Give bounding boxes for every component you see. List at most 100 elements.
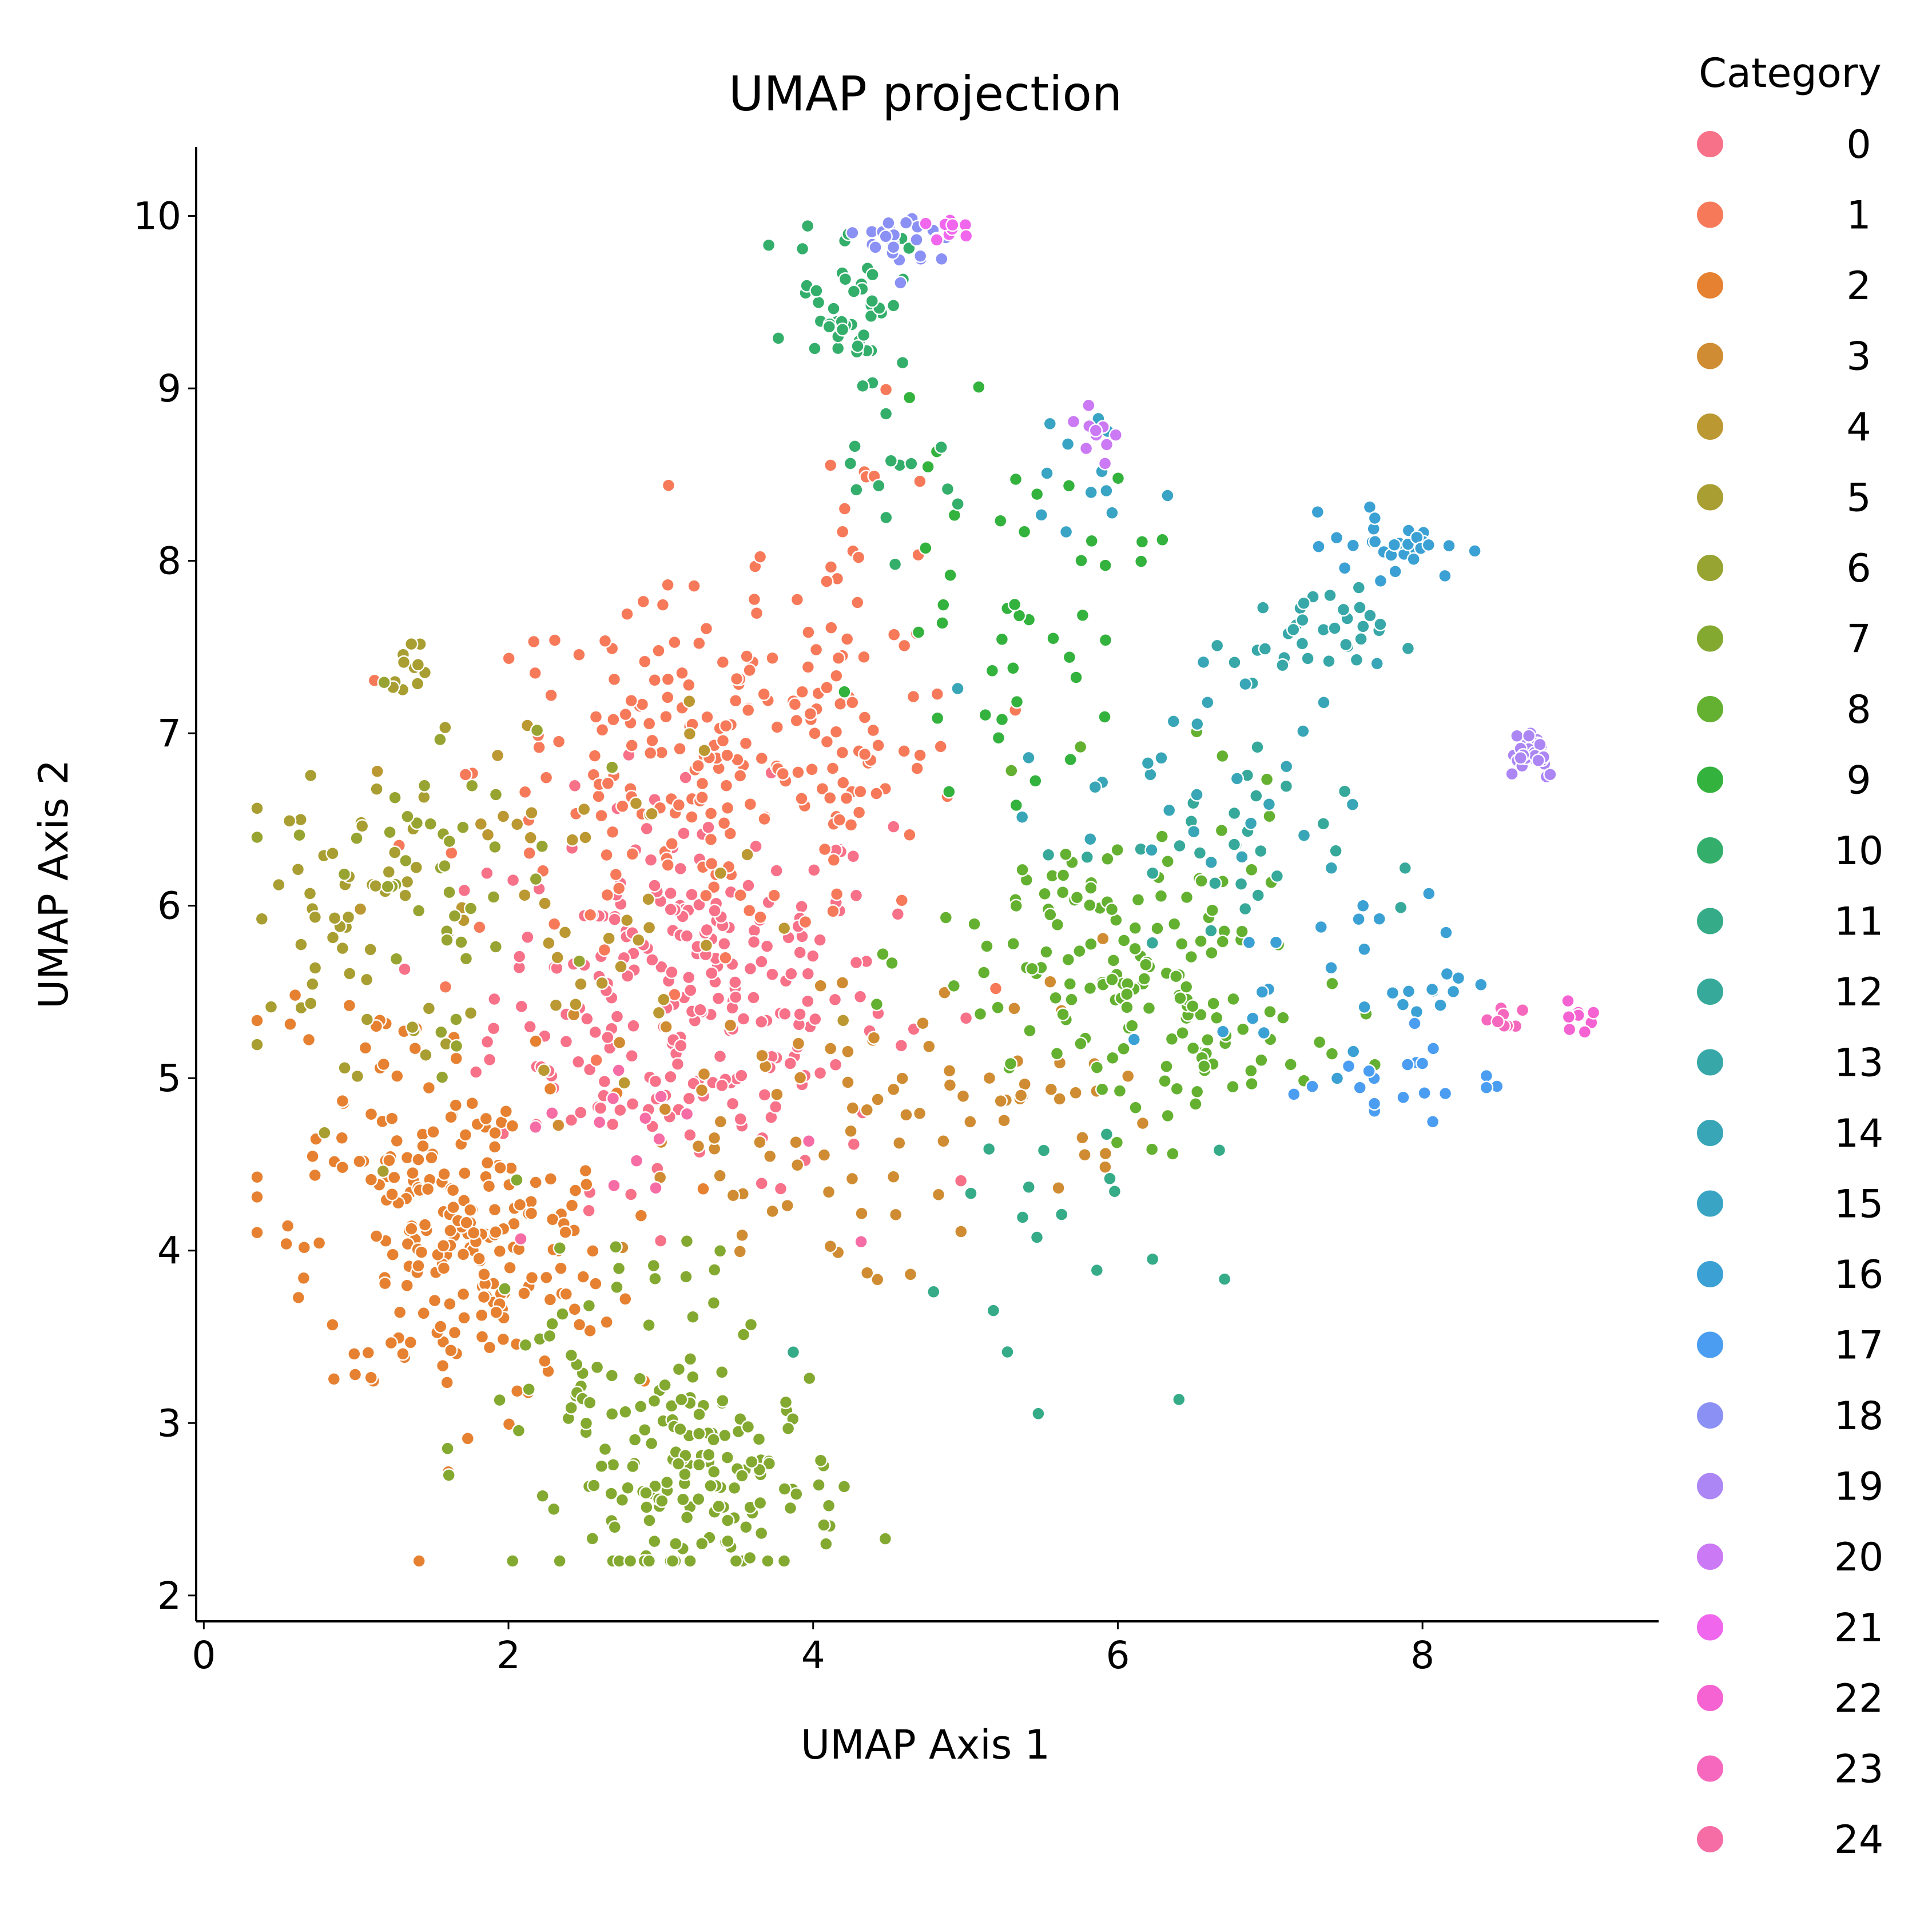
scatter-point [292, 828, 307, 842]
scatter-point [783, 1501, 798, 1516]
scatter-point [423, 817, 438, 831]
scatter-point [335, 941, 350, 956]
scatter-point [1190, 788, 1204, 802]
y-tick-label: 4 [157, 1229, 181, 1273]
scatter-point [466, 1226, 481, 1240]
scatter-point [942, 785, 956, 799]
scatter-point [728, 990, 743, 1004]
scatter-point [701, 820, 715, 834]
scatter-point [870, 1092, 885, 1107]
scatter-point [582, 1298, 597, 1313]
scatter-point [1451, 971, 1466, 985]
scatter-point [523, 830, 538, 845]
scatter-point [1351, 912, 1366, 926]
scatter-point [1206, 996, 1221, 1011]
scatter-point [565, 1198, 579, 1213]
scatter-point [661, 578, 675, 592]
y-tick-label: 7 [157, 711, 181, 755]
y-tick-label: 3 [157, 1401, 181, 1445]
scatter-point [626, 1019, 641, 1033]
scatter-point [625, 847, 639, 861]
scatter-point [347, 1347, 361, 1361]
scatter-point [850, 339, 865, 353]
scatter-point [568, 1183, 583, 1198]
scatter-point [909, 233, 924, 247]
scatter-point [488, 1225, 503, 1239]
scatter-point [487, 992, 502, 1007]
scatter-point [443, 1223, 458, 1238]
scatter-point [524, 1270, 539, 1285]
scatter-point [1396, 997, 1410, 1012]
scatter-point [1007, 597, 1022, 612]
scatter-point [611, 881, 626, 896]
scatter-point [434, 1025, 448, 1040]
scatter-point [887, 1082, 901, 1097]
scatter-point [488, 1125, 502, 1140]
scatter-point [638, 1111, 653, 1125]
scatter-point [715, 1393, 730, 1408]
scatter-point [713, 1168, 727, 1183]
scatter-point [1048, 991, 1063, 1005]
scatter-point [749, 606, 764, 621]
scatter-point [503, 1260, 517, 1275]
scatter-point [583, 1323, 597, 1338]
scatter-point [655, 1494, 669, 1508]
scatter-point [953, 1174, 968, 1188]
scatter-point [301, 1032, 316, 1047]
scatter-point [442, 885, 456, 900]
scatter-point [913, 474, 927, 488]
scatter-point [282, 814, 297, 828]
scatter-point [826, 904, 840, 918]
scatter-point [280, 1219, 295, 1233]
scatter-point [645, 806, 659, 821]
scatter-point [1279, 779, 1294, 793]
scatter-point [675, 1492, 690, 1507]
scatter-point [686, 1310, 700, 1324]
scatter-point [765, 1204, 780, 1219]
scatter-point [1251, 888, 1265, 902]
scatter-point [528, 666, 542, 681]
scatter-point [629, 1154, 644, 1168]
scatter-point [884, 454, 899, 468]
scatter-point [498, 1282, 512, 1296]
scatter-point [936, 598, 951, 612]
scatter-point [1143, 767, 1158, 782]
x-tick-label: 4 [801, 1633, 825, 1677]
scatter-point [691, 1139, 706, 1154]
scatter-point [1036, 1143, 1051, 1158]
scatter-point [1135, 535, 1150, 549]
scatter-point [778, 1395, 793, 1410]
scatter-point [493, 1160, 507, 1175]
scatter-point [878, 407, 893, 421]
scatter-point [1124, 1019, 1139, 1033]
scatter-point [437, 1167, 451, 1182]
scatter-point [303, 768, 318, 783]
scatter-point [642, 1554, 657, 1568]
scatter-point [297, 1240, 312, 1255]
scatter-point [813, 1066, 828, 1080]
scatter-point [463, 1006, 478, 1020]
scatter-point [502, 651, 516, 666]
scatter-point [1438, 568, 1452, 583]
scatter-point [888, 1207, 903, 1222]
scatter-point [1054, 1207, 1069, 1222]
scatter-point [621, 1481, 635, 1495]
scatter-point [342, 998, 357, 1013]
scatter-point [1388, 564, 1402, 579]
scatter-point [1393, 900, 1408, 915]
legend-marker [1696, 906, 1724, 936]
legend-marker [1696, 836, 1724, 865]
scatter-point [1283, 1057, 1298, 1072]
legend-marker [1696, 271, 1724, 300]
scatter-point [613, 1103, 627, 1117]
scatter-point [631, 933, 646, 947]
scatter-point [916, 1016, 930, 1031]
scatter-point [1401, 984, 1416, 999]
scatter-point [1217, 1272, 1232, 1286]
scatter-point [856, 328, 871, 343]
scatter-point [835, 323, 850, 337]
scatter-point [820, 574, 834, 588]
scatter-point [639, 1486, 653, 1500]
scatter-point [742, 903, 757, 918]
scatter-point [699, 621, 714, 636]
